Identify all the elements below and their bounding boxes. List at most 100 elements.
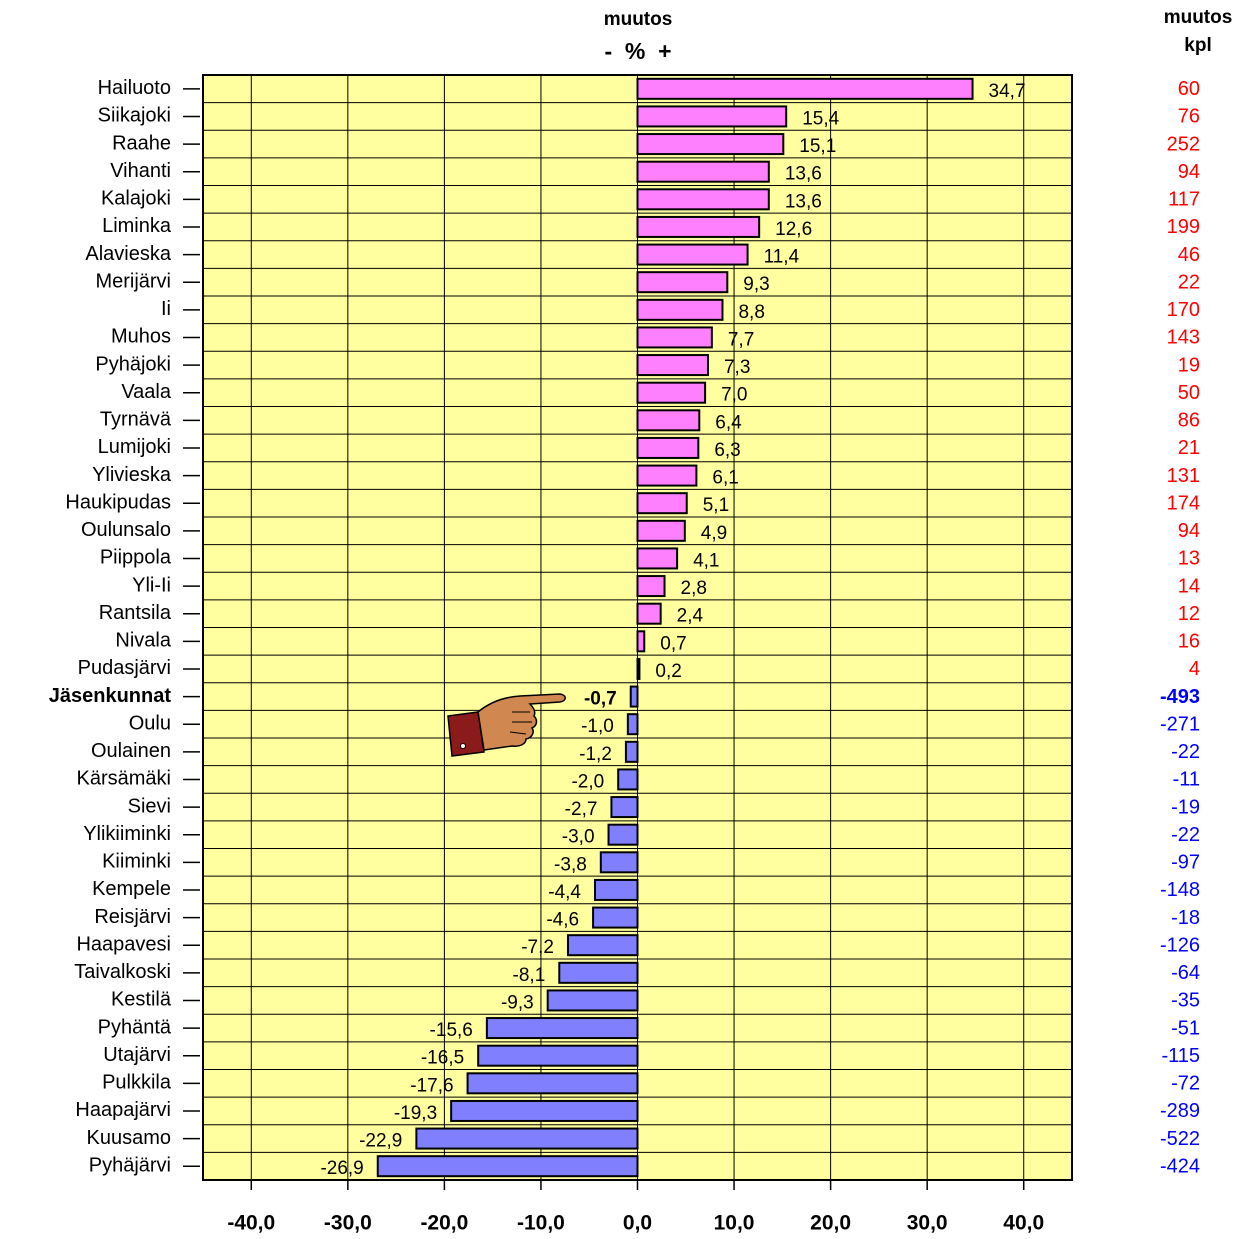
bar (638, 272, 728, 292)
bar (631, 687, 638, 707)
count-label: 117 (1168, 189, 1200, 211)
y-tick-label: Alavieska (85, 243, 171, 265)
value-label: -4,4 (548, 882, 581, 903)
value-label: 6,3 (714, 440, 740, 461)
count-label: 4 (1189, 658, 1200, 680)
value-label: -4,6 (546, 910, 579, 931)
count-label: -72 (1171, 1073, 1200, 1095)
value-label: 13,6 (785, 191, 822, 212)
bar (638, 548, 678, 568)
y-tick-label: Vihanti (110, 160, 171, 182)
value-label: -3,0 (562, 827, 595, 848)
x-tick-label: 30,0 (907, 1212, 948, 1234)
bar (638, 189, 769, 209)
chart: muutos - % + muutos kpl -40,0-30,0-20,0-… (0, 0, 1236, 1234)
count-label: 174 (1167, 492, 1200, 514)
y-tick-label: Ylikiiminki (83, 823, 171, 845)
page: {"chart_data": { "type": "bar", "orienta… (0, 0, 1236, 1234)
bar (638, 659, 640, 679)
x-tick-label: 20,0 (810, 1212, 851, 1234)
count-label: -35 (1171, 990, 1200, 1012)
chart-title: muutos (604, 9, 673, 30)
y-tick-label: Haapajärvi (75, 1099, 171, 1121)
count-label: 94 (1178, 161, 1200, 183)
value-label: -1,0 (581, 716, 614, 737)
y-tick-label: Piippola (100, 547, 172, 569)
y-tick-label: Pudasjärvi (78, 657, 171, 679)
value-label: -22,9 (359, 1131, 402, 1152)
bar (568, 935, 638, 955)
bar (416, 1129, 637, 1149)
counts-title: kpl (1184, 35, 1211, 56)
y-tick-label: Kalajoki (101, 188, 171, 210)
count-label: 13 (1178, 548, 1200, 570)
y-tick-label: Haukipudas (65, 491, 171, 513)
y-tick-label: Utajärvi (103, 1044, 171, 1066)
value-label: 0,7 (660, 633, 686, 654)
x-tick-label: -20,0 (420, 1212, 468, 1234)
value-label: -16,5 (421, 1048, 464, 1069)
bar (478, 1046, 637, 1066)
y-tick-label: Tyrnävä (100, 409, 172, 431)
count-label: -148 (1160, 879, 1200, 901)
count-label: 143 (1167, 327, 1200, 349)
bar (638, 604, 661, 624)
y-tick-label: Rantsila (99, 602, 172, 624)
count-label: 46 (1178, 244, 1200, 266)
counts-title: muutos (1164, 7, 1233, 28)
y-tick-label: Lumijoki (98, 436, 171, 458)
y-tick-label: Sievi (128, 795, 171, 817)
value-label: 4,1 (693, 550, 719, 571)
count-label: -19 (1171, 796, 1200, 818)
y-tick-label: Pulkkila (102, 1072, 172, 1094)
value-label: 7,0 (721, 385, 747, 406)
y-tick-label: Hailuoto (98, 77, 171, 99)
bar (611, 797, 637, 817)
count-label: 252 (1167, 133, 1200, 155)
grid-layer (203, 75, 1072, 1180)
count-label: 199 (1167, 216, 1200, 238)
bar (638, 410, 700, 430)
bar (618, 769, 637, 789)
count-label: -126 (1160, 934, 1200, 956)
count-label: 16 (1178, 631, 1200, 653)
bar (638, 217, 760, 237)
value-label: 4,9 (701, 523, 727, 544)
y-tick-label: Ylivieska (92, 464, 172, 486)
value-label: -1,2 (579, 744, 612, 765)
bar (638, 134, 784, 154)
bar (638, 245, 748, 265)
bar (638, 493, 687, 513)
count-label: 131 (1167, 465, 1200, 487)
count-label: 21 (1178, 437, 1200, 459)
value-label: 12,6 (775, 219, 812, 240)
y-tick-label: Pyhäntä (98, 1016, 172, 1038)
y-tick-label: Oulunsalo (81, 519, 171, 541)
y-tick-label: Vaala (121, 381, 172, 403)
count-label: -424 (1160, 1155, 1200, 1177)
y-tick-label: Taivalkoski (74, 961, 171, 983)
bar (468, 1073, 638, 1093)
value-label: -8,1 (513, 965, 546, 986)
y-tick-label: Oulainen (91, 740, 171, 762)
bar (638, 631, 645, 651)
value-label: -26,9 (320, 1158, 363, 1179)
x-tick-label: -10,0 (517, 1212, 565, 1234)
count-label: -11 (1173, 769, 1200, 791)
y-tick-label: Kempele (92, 878, 171, 900)
y-tick-label: Kärsämäki (77, 768, 171, 790)
value-label: 7,7 (728, 329, 754, 350)
x-tick-label: 0,0 (623, 1212, 652, 1234)
y-tick-label: Muhos (111, 326, 171, 348)
bar (638, 383, 706, 403)
count-label: 22 (1178, 271, 1200, 293)
value-label: 15,4 (802, 108, 839, 129)
bar (638, 355, 708, 375)
value-label: -0,7 (584, 689, 617, 710)
count-label: -97 (1171, 852, 1200, 874)
count-label: -493 (1160, 686, 1200, 708)
value-label: 5,1 (703, 495, 729, 516)
value-label: -2,7 (565, 799, 598, 820)
count-label: 50 (1178, 382, 1200, 404)
bar (628, 714, 638, 734)
